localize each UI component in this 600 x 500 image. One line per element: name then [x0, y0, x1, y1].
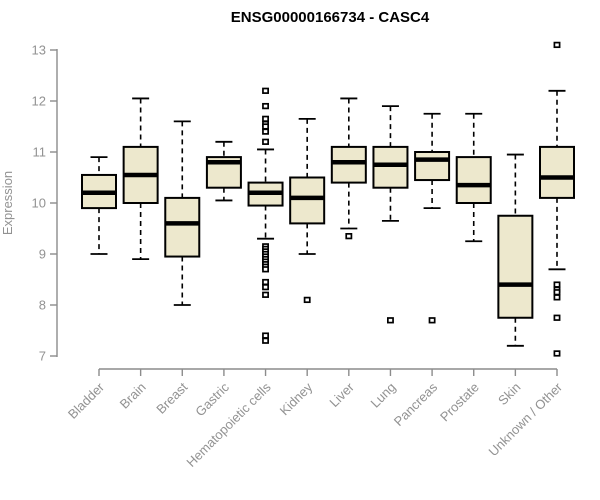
outlier-point	[262, 284, 269, 291]
y-axis-label: Expression	[0, 171, 15, 235]
outlier-point	[262, 278, 269, 286]
y-tick-label: 8	[39, 298, 46, 313]
iqr-box	[497, 214, 534, 319]
boxplot-prostate	[455, 112, 492, 243]
boxplot-breast	[164, 120, 201, 306]
boxplot-lung	[372, 105, 409, 324]
boxplot-series	[81, 41, 575, 357]
iqr-box	[289, 176, 326, 225]
x-tick-label: Bladder	[65, 379, 108, 422]
x-tick-label: Brain	[117, 380, 149, 412]
boxplot-unknown-other	[539, 41, 575, 357]
iqr-box	[372, 145, 409, 189]
boxplot-brain	[122, 97, 159, 261]
outlier-point	[262, 337, 269, 344]
outlier-point	[553, 350, 561, 357]
x-tick-label: Gastric	[192, 379, 232, 419]
boxplot-kidney	[289, 117, 326, 304]
outlier-point	[387, 317, 394, 324]
x-tick-label: Lung	[368, 380, 399, 411]
outlier-point	[553, 294, 561, 301]
outlier-point	[553, 41, 561, 49]
outlier-point	[262, 291, 269, 298]
x-tick-label: Liver	[326, 379, 357, 410]
outlier-point	[262, 102, 269, 110]
outlier-point	[262, 266, 269, 273]
x-tick-label: Prostate	[437, 380, 482, 425]
x-tick-label: Kidney	[277, 379, 316, 418]
outlier-point	[303, 296, 311, 304]
y-tick-label: 10	[32, 196, 46, 211]
chart-title: ENSG00000166734 - CASC4	[231, 9, 430, 26]
boxplot-hematopoietic-cells	[247, 87, 284, 344]
x-tick-label: Pancreas	[391, 379, 441, 429]
y-tick-label: 9	[39, 247, 46, 262]
outlier-point	[262, 115, 269, 123]
outlier-point	[553, 314, 561, 321]
outlier-point	[553, 289, 561, 296]
outlier-point	[262, 123, 269, 130]
x-tick-label: Skin	[495, 380, 523, 408]
y-axis: 7 8 9 10 11 12 13	[32, 43, 58, 364]
boxplot-bladder	[81, 156, 117, 255]
boxplot-pancreas	[414, 112, 451, 324]
y-tick-label: 12	[32, 94, 46, 109]
boxplot-gastric	[205, 140, 242, 202]
outlier-point	[262, 87, 269, 94]
outlier-point	[262, 128, 269, 135]
boxplot-liver	[330, 97, 367, 240]
x-tick-label: Breast	[153, 379, 190, 416]
outlier-point	[345, 233, 353, 240]
y-tick-label: 11	[33, 145, 47, 160]
iqr-box	[164, 196, 201, 258]
y-tick-label: 7	[39, 349, 46, 364]
outlier-point	[428, 317, 436, 324]
iqr-box	[539, 145, 575, 199]
boxplot-skin	[497, 153, 534, 347]
iqr-box	[414, 151, 451, 182]
iqr-box	[330, 145, 367, 184]
outlier-point	[553, 281, 561, 288]
outlier-point	[262, 138, 269, 145]
x-tick-label: Unknown / Other	[486, 379, 566, 459]
outlier-point	[262, 332, 269, 339]
iqr-box	[455, 156, 492, 205]
y-tick-label: 13	[32, 43, 46, 58]
